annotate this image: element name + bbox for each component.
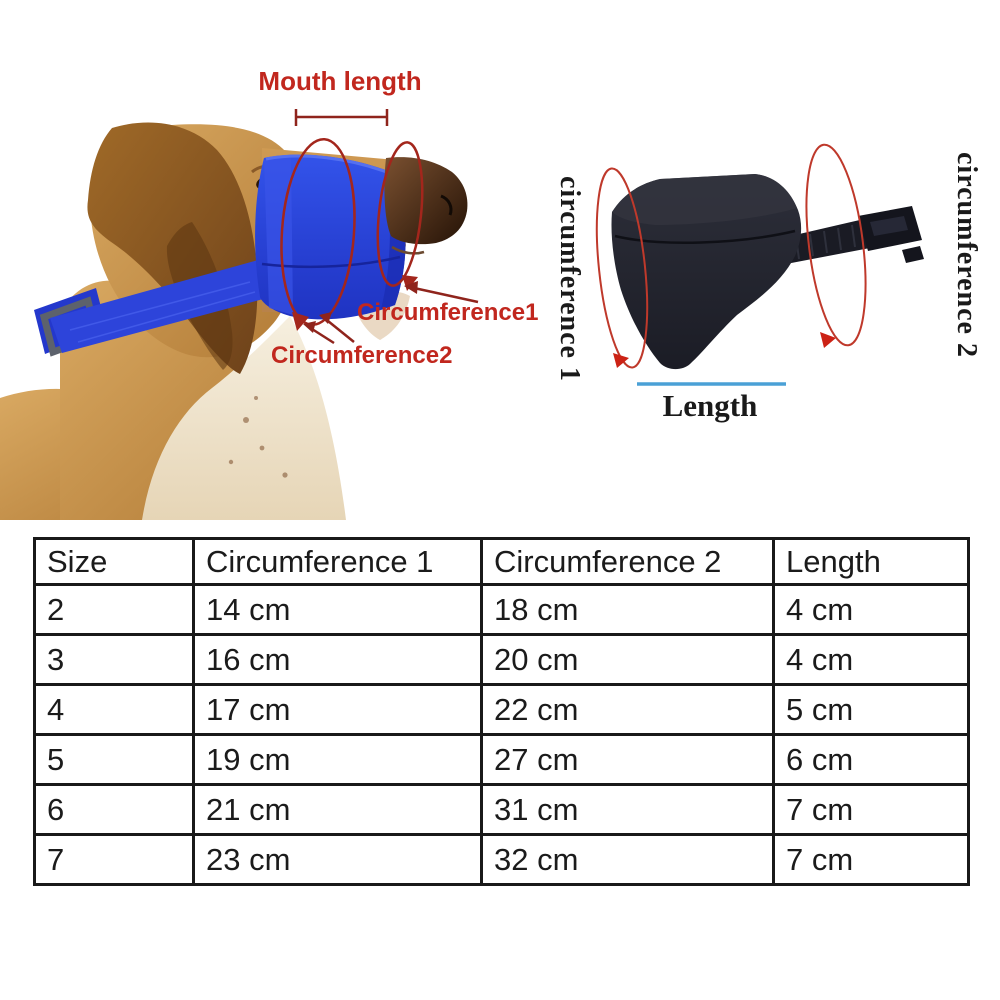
header-length: Length <box>772 537 970 586</box>
circumference2-label: Circumference2 <box>271 342 453 369</box>
length-label: Length <box>662 388 758 423</box>
table-row: 3 16 cm 20 cm 4 cm <box>33 633 970 686</box>
header-size: Size <box>33 537 195 586</box>
mouth-length-dimension <box>294 109 389 126</box>
table-cell: 5 <box>33 733 195 786</box>
mouth-length-label: Mouth length <box>258 66 422 96</box>
table-cell: 18 cm <box>480 583 775 636</box>
table-cell: 22 cm <box>480 683 775 736</box>
table-cell: 7 <box>33 833 195 886</box>
table-cell: 3 <box>33 633 195 686</box>
dog-nostril <box>440 194 453 216</box>
dog-measurement-figure: Mouth length Circumference1 Circumferenc… <box>0 20 538 520</box>
table-cell: 27 cm <box>480 733 775 786</box>
header-circumference-2: Circumference 2 <box>480 537 775 586</box>
circumference2-leader <box>303 312 355 345</box>
muzzle-measurement-figure: circumference 1 circumference 2 Length <box>530 100 1000 445</box>
table-cell: 17 cm <box>192 683 483 736</box>
dog-mouth-line <box>391 245 425 255</box>
table-cell: 23 cm <box>192 833 483 886</box>
table-cell: 7 cm <box>772 783 970 836</box>
table-cell: 4 cm <box>772 583 970 636</box>
table-cell: 2 <box>33 583 195 636</box>
circumference2-vertical-label: circumference 2 <box>951 152 982 358</box>
table-row: 4 17 cm 22 cm 5 cm <box>33 683 970 736</box>
muzzle-buckle-tab <box>902 246 924 263</box>
blue-muzzle <box>255 154 406 320</box>
size-table: Size Circumference 1 Circumference 2 Len… <box>33 537 970 886</box>
circumference1-leader <box>404 281 479 304</box>
blue-muzzle-shadow <box>381 172 406 309</box>
table-row: 7 23 cm 32 cm 7 cm <box>33 833 970 886</box>
blue-muzzle-seam <box>261 255 401 269</box>
table-row: 2 14 cm 18 cm 4 cm <box>33 583 970 636</box>
dog-nose <box>384 157 468 245</box>
table-row: 5 19 cm 27 cm 6 cm <box>33 733 970 786</box>
circumference1-vertical-label: circumference 1 <box>554 176 585 382</box>
blue-muzzle-highlight <box>265 154 390 175</box>
circumference2-ellipse-right <box>805 143 867 348</box>
muzzle-strap-texture <box>69 281 256 343</box>
muzzle-seam <box>614 229 796 244</box>
muzzle-top-panel <box>612 174 797 225</box>
table-cell: 31 cm <box>480 783 775 836</box>
table-cell: 21 cm <box>192 783 483 836</box>
table-cell: 14 cm <box>192 583 483 636</box>
dog-illustration <box>0 109 479 520</box>
table-header-row: Size Circumference 1 Circumference 2 Len… <box>33 537 970 586</box>
table-cell: 6 <box>33 783 195 836</box>
table-cell: 4 cm <box>772 633 970 686</box>
table-cell: 5 cm <box>772 683 970 736</box>
table-cell: 7 cm <box>772 833 970 886</box>
table-cell: 6 cm <box>772 733 970 786</box>
circumference1-ellipse-right <box>595 167 649 369</box>
table-cell: 20 cm <box>480 633 775 686</box>
header-circumference-1: Circumference 1 <box>192 537 483 586</box>
dog-freckles <box>228 396 288 478</box>
table-row: 6 21 cm 31 cm 7 cm <box>33 783 970 836</box>
table-cell: 16 cm <box>192 633 483 686</box>
table-cell: 19 cm <box>192 733 483 786</box>
table-cell: 32 cm <box>480 833 775 886</box>
circumference1-label: Circumference1 <box>357 299 539 326</box>
muzzle-illustration <box>595 143 924 386</box>
muzzle-buckle-slot <box>870 216 908 236</box>
table-cell: 4 <box>33 683 195 736</box>
